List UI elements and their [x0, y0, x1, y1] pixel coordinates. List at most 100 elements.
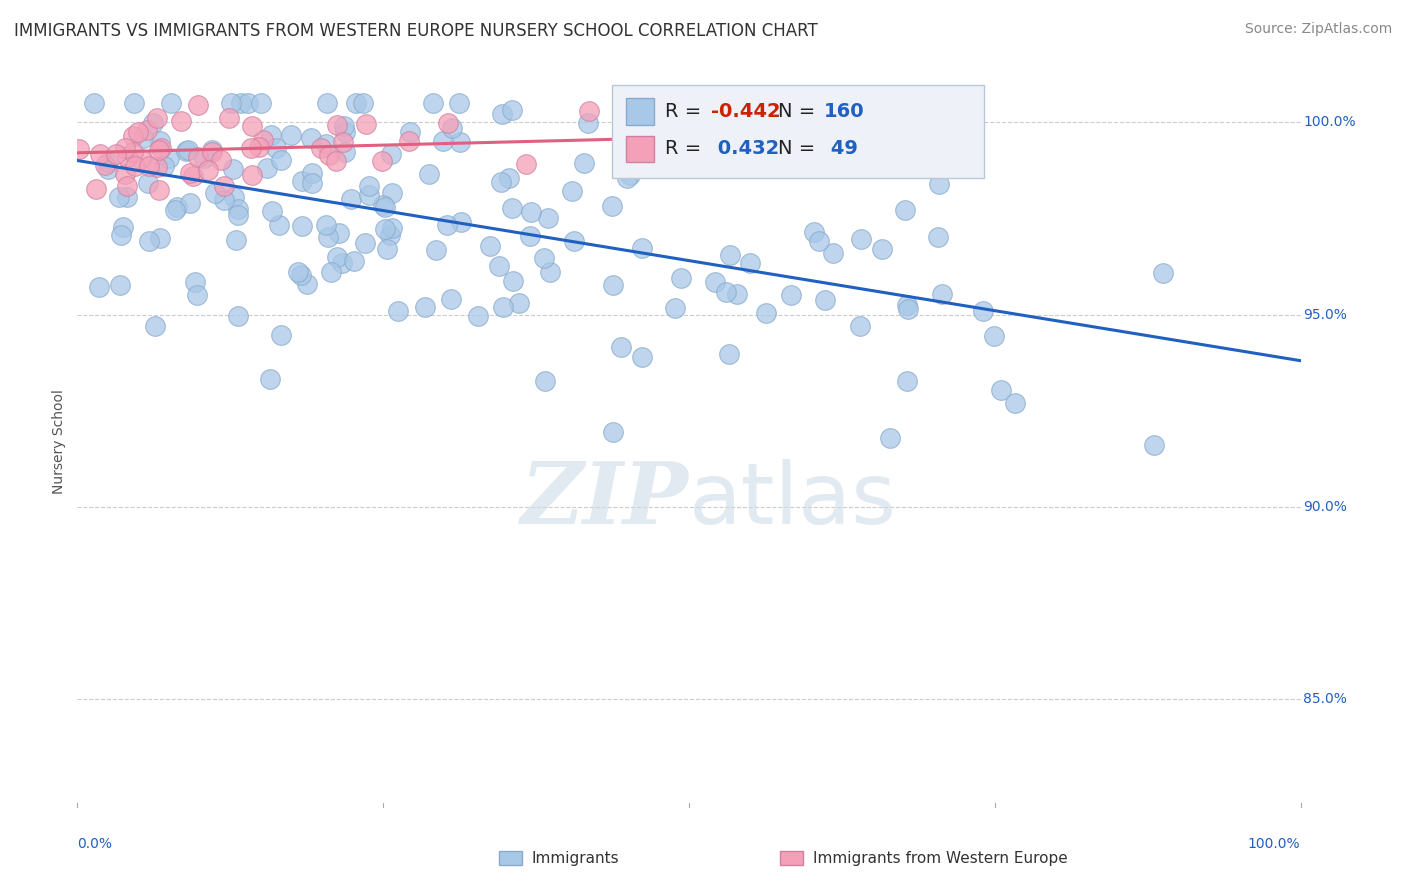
Point	[166, 200, 188, 214]
Point	[316, 230, 339, 244]
Point	[309, 141, 332, 155]
Point	[321, 265, 343, 279]
Point	[249, 95, 271, 110]
Point	[117, 178, 139, 193]
Point	[641, 131, 664, 145]
Point	[201, 143, 224, 157]
Point	[972, 304, 994, 318]
Point	[616, 170, 638, 185]
Point	[142, 115, 165, 129]
Point	[519, 229, 541, 244]
Text: 100.0%: 100.0%	[1303, 115, 1355, 129]
Text: atlas: atlas	[689, 458, 897, 541]
Point	[226, 208, 249, 222]
Point	[664, 301, 686, 315]
Point	[432, 134, 454, 148]
Point	[326, 250, 349, 264]
Point	[378, 227, 401, 242]
Text: 85.0%: 85.0%	[1303, 692, 1347, 706]
Text: Source: ZipAtlas.com: Source: ZipAtlas.com	[1244, 22, 1392, 37]
Point	[849, 232, 872, 246]
Point	[562, 234, 585, 248]
Text: 90.0%: 90.0%	[1303, 500, 1347, 514]
Text: 0.432: 0.432	[711, 139, 780, 159]
Point	[823, 246, 845, 260]
Point	[259, 128, 281, 142]
Text: R =: R =	[665, 139, 707, 159]
Point	[439, 292, 461, 306]
Point	[602, 277, 624, 292]
Point	[115, 150, 138, 164]
Point	[398, 134, 420, 148]
Point	[212, 193, 235, 207]
Point	[252, 133, 274, 147]
Point	[315, 137, 337, 152]
Point	[450, 215, 472, 229]
Point	[755, 306, 778, 320]
Point	[488, 259, 510, 273]
Point	[399, 125, 422, 139]
Point	[492, 300, 515, 314]
Point	[67, 142, 90, 156]
Point	[508, 295, 530, 310]
Point	[157, 151, 180, 165]
Point	[343, 253, 366, 268]
Point	[174, 144, 197, 158]
Point	[602, 425, 624, 439]
Text: R =: R =	[665, 102, 707, 121]
Point	[501, 201, 523, 215]
Point	[814, 293, 837, 307]
Text: 160: 160	[824, 102, 865, 121]
Point	[449, 135, 471, 149]
Point	[849, 319, 872, 334]
Point	[374, 200, 396, 214]
Point	[270, 328, 292, 343]
Point	[371, 153, 394, 168]
Point	[827, 150, 849, 164]
Point	[377, 242, 399, 256]
Point	[240, 168, 263, 182]
Point	[346, 95, 368, 110]
Point	[149, 231, 172, 245]
Point	[267, 219, 290, 233]
Point	[291, 174, 314, 188]
Y-axis label: Nursery School: Nursery School	[52, 389, 66, 494]
Point	[380, 147, 402, 161]
Point	[328, 226, 350, 240]
Point	[318, 147, 340, 161]
Point	[204, 186, 226, 200]
Point	[187, 150, 209, 164]
Point	[209, 153, 232, 168]
Point	[718, 248, 741, 262]
Point	[928, 177, 950, 191]
Point	[381, 221, 404, 235]
Point	[807, 234, 830, 248]
Point	[84, 182, 107, 196]
Point	[226, 202, 249, 217]
Point	[291, 219, 314, 233]
Point	[97, 162, 120, 177]
Point	[315, 218, 337, 232]
Point	[122, 129, 145, 144]
Point	[422, 95, 444, 110]
Point	[725, 287, 748, 301]
Point	[183, 275, 205, 289]
Point	[704, 275, 727, 289]
Point	[240, 119, 263, 133]
Text: -0.442: -0.442	[711, 102, 782, 121]
Point	[264, 141, 287, 155]
Point	[478, 239, 501, 253]
Point	[115, 190, 138, 204]
Point	[135, 123, 157, 137]
Point	[149, 134, 172, 148]
Point	[218, 112, 240, 126]
Point	[578, 103, 600, 118]
Point	[623, 149, 645, 163]
Point	[467, 309, 489, 323]
Point	[436, 218, 458, 232]
Point	[538, 265, 561, 279]
Point	[131, 131, 153, 145]
Point	[610, 340, 633, 354]
Point	[498, 170, 520, 185]
Point	[356, 117, 378, 131]
